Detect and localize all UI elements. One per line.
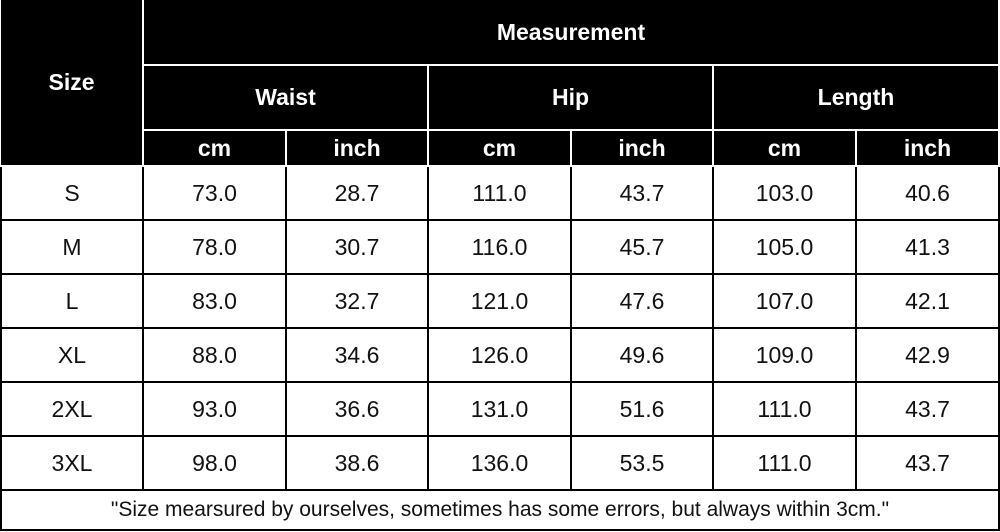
size-cell: XL — [0, 327, 144, 383]
measurement-cell: 103.0 — [712, 165, 857, 221]
table-row: 2XL 93.0 36.6 131.0 51.6 111.0 43.7 — [0, 381, 1000, 437]
unit-header: cm — [142, 129, 287, 167]
unit-header: inch — [855, 129, 1000, 167]
size-cell: L — [0, 273, 144, 329]
group-header: Hip — [427, 64, 714, 131]
table-row: 3XL 98.0 38.6 136.0 53.5 111.0 43.7 — [0, 435, 1000, 491]
measurement-cell: 28.7 — [285, 165, 429, 221]
measurement-cell: 111.0 — [712, 435, 857, 491]
measurement-cell: 42.1 — [855, 273, 1000, 329]
measurement-cell: 73.0 — [142, 165, 287, 221]
measurement-cell: 131.0 — [427, 381, 572, 437]
measurement-header: Measurement — [142, 0, 1000, 66]
size-cell: 3XL — [0, 435, 144, 491]
measurement-cell: 111.0 — [427, 165, 572, 221]
measurement-cell: 109.0 — [712, 327, 857, 383]
measurement-cell: 41.3 — [855, 219, 1000, 275]
unit-header: inch — [285, 129, 429, 167]
measurement-cell: 78.0 — [142, 219, 287, 275]
measurement-cell: 32.7 — [285, 273, 429, 329]
table-row: L 83.0 32.7 121.0 47.6 107.0 42.1 — [0, 273, 1000, 329]
measurement-cell: 53.5 — [570, 435, 714, 491]
table-row: S 73.0 28.7 111.0 43.7 103.0 40.6 — [0, 165, 1000, 221]
measurement-cell: 40.6 — [855, 165, 1000, 221]
size-header: Size — [1, 0, 144, 167]
measurement-cell: 43.7 — [855, 435, 1000, 491]
group-header: Waist — [142, 64, 429, 131]
measurement-cell: 93.0 — [142, 381, 287, 437]
group-header: Length — [712, 64, 1000, 131]
measurement-cell: 51.6 — [570, 381, 714, 437]
measurement-cell: 47.6 — [570, 273, 714, 329]
measurement-cell: 43.7 — [855, 381, 1000, 437]
size-cell: M — [0, 219, 144, 275]
measurement-cell: 126.0 — [427, 327, 572, 383]
measurement-cell: 88.0 — [142, 327, 287, 383]
unit-header: cm — [427, 129, 572, 167]
measurement-cell: 38.6 — [285, 435, 429, 491]
measurement-cell: 34.6 — [285, 327, 429, 383]
table-row: XL 88.0 34.6 126.0 49.6 109.0 42.9 — [0, 327, 1000, 383]
measurement-cell: 30.7 — [285, 219, 429, 275]
measurement-cell: 98.0 — [142, 435, 287, 491]
measurement-cell: 107.0 — [712, 273, 857, 329]
size-cell: S — [0, 165, 144, 221]
measurement-cell: 116.0 — [427, 219, 572, 275]
measurement-cell: 42.9 — [855, 327, 1000, 383]
measurement-cell: 49.6 — [570, 327, 714, 383]
measurement-cell: 111.0 — [712, 381, 857, 437]
measurement-cell: 36.6 — [285, 381, 429, 437]
measurement-cell: 105.0 — [712, 219, 857, 275]
footnote: "Size mearsured by ourselves, sometimes … — [0, 489, 1000, 531]
unit-header: inch — [570, 129, 714, 167]
measurement-cell: 121.0 — [427, 273, 572, 329]
measurement-cell: 136.0 — [427, 435, 572, 491]
size-cell: 2XL — [0, 381, 144, 437]
table-row: M 78.0 30.7 116.0 45.7 105.0 41.3 — [0, 219, 1000, 275]
measurement-cell: 83.0 — [142, 273, 287, 329]
measurement-cell: 43.7 — [570, 165, 714, 221]
unit-header: cm — [712, 129, 857, 167]
footnote-row: "Size mearsured by ourselves, sometimes … — [0, 489, 1000, 531]
measurement-cell: 45.7 — [570, 219, 714, 275]
